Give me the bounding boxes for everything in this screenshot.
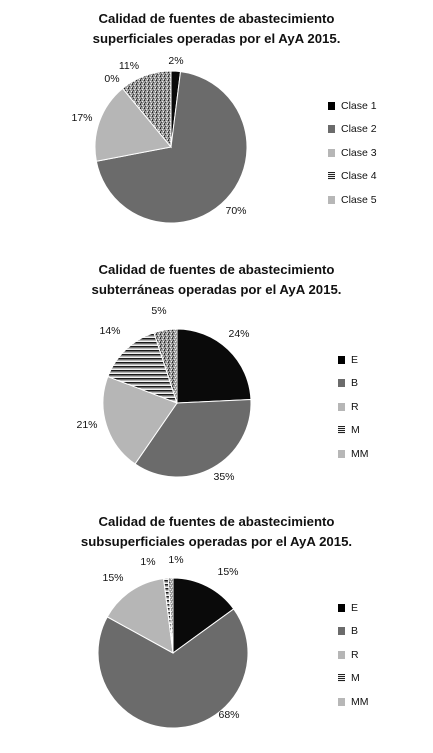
legend-swatch (338, 402, 345, 411)
data-label-clase-5: 11% (119, 60, 139, 72)
legend-swatch (338, 627, 345, 636)
pie-slice-b (97, 608, 249, 729)
legend-swatch (338, 426, 345, 435)
pie-slice-m (107, 332, 178, 404)
legend-swatch (338, 355, 345, 364)
legend-label: Clase 4 (341, 170, 377, 183)
data-label-r: 21% (76, 419, 97, 431)
chart-title-line-2: subterráneas operadas por el AyA 2015. (91, 282, 342, 297)
data-label-clase-2: 70% (225, 205, 246, 217)
data-label-m: 14% (99, 325, 120, 337)
legend-item-e: E (338, 596, 369, 620)
chart-title: Calidad de fuentes de abastecimiento sub… (0, 512, 433, 552)
legend-label: M (351, 424, 360, 437)
chart-title-line-2: subsuperficiales operadas por el AyA 201… (80, 534, 353, 549)
pie-chart-superficiales: Calidad de fuentes de abastecimiento sup… (0, 0, 433, 250)
legend-item-mm: MM (338, 690, 369, 714)
legend-swatch (338, 603, 345, 612)
legend-item-m: M (338, 667, 369, 691)
legend-label: B (351, 377, 359, 390)
legend-swatch (328, 101, 335, 110)
data-label-clase-4: 0% (104, 73, 119, 85)
legend-label: R (351, 400, 359, 413)
data-label-clase-3: 17% (71, 112, 92, 124)
legend-label: MM (351, 695, 369, 708)
legend-swatch (338, 650, 345, 659)
pie-slice-e (176, 328, 252, 404)
legend-label: E (351, 601, 359, 614)
legend-label: Clase 2 (341, 123, 377, 136)
chart-title-line-1: Calidad de fuentes de abastecimiento (98, 262, 335, 277)
legend-swatch (338, 379, 345, 388)
pie-chart-subsuperficiales: Calidad de fuentes de abastecimiento sub… (0, 500, 433, 753)
data-label-e: 15% (217, 566, 238, 578)
pie-chart-subterraneas: Calidad de fuentes de abastecimiento sub… (0, 250, 433, 500)
legend-label: Clase 5 (341, 193, 377, 206)
data-label-r: 15% (102, 572, 123, 584)
legend-swatch (328, 148, 335, 157)
legend-item-clase-5: Clase 5 (328, 188, 377, 212)
legend-label: MM (351, 447, 369, 460)
legend-item-m: M (338, 419, 369, 443)
legend-swatch (338, 449, 345, 458)
legend-swatch (328, 125, 335, 134)
pie-plot: 15% 68% 15% 1% 1% (97, 554, 249, 729)
legend-label: Clase 1 (341, 99, 377, 112)
legend-swatch (338, 674, 345, 683)
data-label-m: 1% (140, 556, 155, 568)
pie-slice-e (172, 577, 235, 654)
pie-slice-r (106, 578, 174, 654)
legend-label: B (351, 625, 359, 638)
legend-item-b: B (338, 620, 369, 644)
data-label-e: 24% (228, 328, 249, 340)
data-label-mm: 5% (151, 305, 166, 317)
legend-swatch (328, 172, 335, 181)
pie-plot: 24% 35% 21% 14% 5% (76, 305, 252, 483)
legend-label: M (351, 672, 360, 685)
chart-title: Calidad de fuentes de abastecimiento sub… (0, 260, 433, 300)
legend-item-r: R (338, 643, 369, 667)
chart-title-line-2: superficiales operadas por el AyA 2015. (92, 31, 341, 46)
legend-swatch (328, 195, 335, 204)
data-label-mm: 1% (168, 554, 183, 566)
legend-label: R (351, 648, 359, 661)
chart-title-line-1: Calidad de fuentes de abastecimiento (98, 11, 335, 26)
legend-item-r: R (338, 395, 369, 419)
legend-item-b: B (338, 372, 369, 396)
pie-slice-clase-3 (94, 87, 172, 162)
legend: E B R M MM (338, 596, 369, 714)
legend-item-mm: MM (338, 442, 369, 466)
data-label-b: 35% (213, 471, 234, 483)
pie-slice-r (102, 375, 178, 465)
legend-label: Clase 3 (341, 146, 377, 159)
data-label-b: 68% (218, 709, 239, 721)
pie-plot: 2% 70% 17% 0%11% (71, 55, 248, 224)
legend-item-clase-3: Clase 3 (328, 141, 377, 165)
pie-slice-clase-5 (121, 70, 172, 149)
legend-item-clase-2: Clase 2 (328, 118, 377, 142)
legend-item-clase-4: Clase 4 (328, 165, 377, 189)
legend: E B R M MM (338, 348, 369, 466)
legend-label: E (351, 353, 359, 366)
legend-item-e: E (338, 348, 369, 372)
legend-swatch (338, 697, 345, 706)
data-label-clase-1: 2% (168, 55, 183, 67)
legend-item-clase-1: Clase 1 (328, 94, 377, 118)
pie-slice-mm (167, 577, 174, 654)
pie-slice-mm (153, 328, 178, 404)
legend: Clase 1 Clase 2 Clase 3 Clase 4 Clase 5 (328, 94, 377, 212)
chart-title: Calidad de fuentes de abastecimiento sup… (0, 9, 433, 49)
chart-title-line-1: Calidad de fuentes de abastecimiento (98, 514, 335, 529)
pie-slice-b (134, 398, 252, 478)
